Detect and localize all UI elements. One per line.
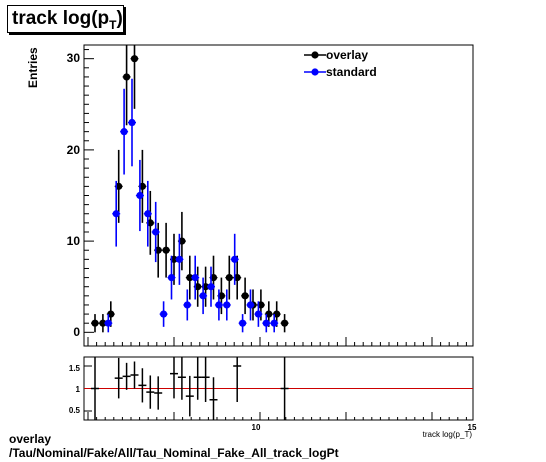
data-point-overlay bbox=[99, 319, 107, 327]
data-point-standard bbox=[160, 310, 168, 318]
legend: overlay standard bbox=[304, 48, 377, 79]
data-point-standard bbox=[128, 118, 136, 127]
data-point-overlay bbox=[186, 273, 194, 282]
data-point-overlay bbox=[130, 55, 139, 63]
legend-overlay-label: overlay bbox=[326, 48, 368, 62]
data-point-standard bbox=[183, 301, 191, 309]
data-point-standard bbox=[120, 128, 128, 136]
main-axes bbox=[84, 49, 467, 346]
data-point-overlay bbox=[241, 292, 249, 300]
data-point-standard bbox=[223, 301, 231, 309]
data-point-standard bbox=[207, 283, 215, 291]
data-point-standard bbox=[144, 210, 152, 218]
ratio-marks bbox=[91, 357, 289, 420]
y-tick-label-20: 20 bbox=[67, 143, 81, 157]
main-marks bbox=[91, 45, 289, 333]
x-tick-label-15: 15 bbox=[468, 423, 477, 432]
data-point-standard bbox=[136, 191, 144, 200]
ratio-y-tick-label-1: 1 bbox=[76, 385, 81, 394]
footer-line-1: overlay bbox=[9, 432, 52, 446]
ratio-y-tick-label-1.5: 1.5 bbox=[69, 364, 81, 373]
plot-title-box: track log(pT) bbox=[7, 5, 124, 33]
x-axis-label: track log(p_T) bbox=[423, 430, 473, 439]
data-point-standard bbox=[239, 319, 247, 327]
data-point-standard bbox=[246, 301, 255, 309]
data-point-standard bbox=[231, 255, 239, 263]
data-point-standard bbox=[175, 255, 183, 263]
data-point-standard bbox=[112, 210, 120, 218]
data-point-standard bbox=[191, 273, 199, 282]
legend-standard-label: standard bbox=[326, 65, 377, 79]
data-point-standard bbox=[199, 292, 207, 300]
y-axis-label: Entries bbox=[26, 47, 40, 88]
ratio-axes bbox=[84, 365, 473, 420]
plot-title-subscript: T bbox=[109, 18, 117, 32]
ratio-y-tick-label-0.5: 0.5 bbox=[69, 406, 81, 415]
data-point-overlay bbox=[123, 73, 131, 81]
y-tick-label-0: 0 bbox=[73, 325, 80, 339]
data-point-standard bbox=[167, 273, 176, 282]
legend-overlay-marker bbox=[311, 51, 319, 59]
data-point-overlay bbox=[91, 319, 99, 327]
data-point-standard bbox=[104, 319, 112, 327]
x-tick-label-10: 10 bbox=[252, 423, 261, 432]
footer-line-2: /Tau/Nominal/Fake/All/Tau_Nominal_Fake_A… bbox=[9, 446, 339, 460]
plot-title-close: ) bbox=[116, 8, 123, 29]
data-point-standard bbox=[270, 319, 278, 327]
data-point-standard bbox=[152, 228, 160, 236]
data-point-standard bbox=[262, 319, 270, 327]
y-tick-label-30: 30 bbox=[67, 51, 81, 65]
data-point-overlay bbox=[281, 319, 289, 327]
y-tick-label-10: 10 bbox=[67, 234, 81, 248]
plot-title-main: track log(p bbox=[12, 8, 110, 29]
data-point-overlay bbox=[162, 246, 170, 254]
data-point-overlay bbox=[225, 273, 233, 282]
legend-standard-marker bbox=[311, 68, 319, 76]
plot-title: track log(pT) bbox=[12, 8, 123, 32]
data-point-standard bbox=[215, 301, 223, 309]
data-point-standard bbox=[254, 310, 262, 318]
